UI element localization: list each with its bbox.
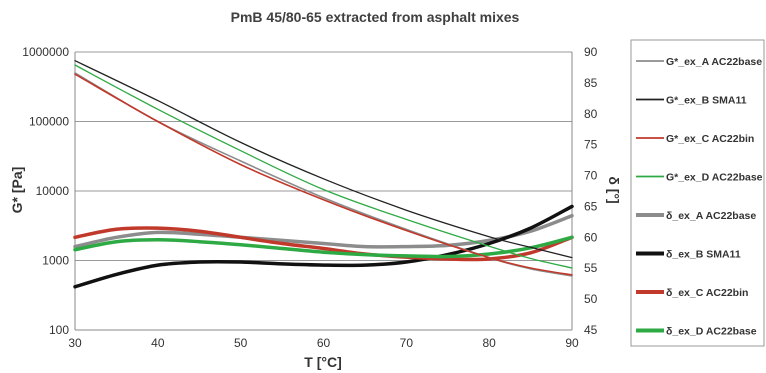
x-tick-label: 60 — [317, 336, 331, 350]
axes — [74, 52, 573, 331]
legend-label-8: δ_ex_D AC22base — [666, 326, 757, 338]
legend-label-7: δ_ex_C AC22bin — [666, 287, 748, 299]
legend-box — [630, 39, 765, 347]
chart-title: PmB 45/80-65 extracted from asphalt mixe… — [231, 9, 520, 25]
y-tick-label: 100000 — [29, 115, 69, 129]
y2-tick-label: 55 — [584, 261, 598, 275]
legend-label-6: δ_ex_B SMA11 — [666, 249, 741, 261]
legend-label-3: G*_ex_C AC22bin — [666, 133, 754, 145]
y2-tick-label: 60 — [584, 230, 598, 244]
series-line-6 — [73, 204, 574, 289]
x-tick-label: 40 — [151, 336, 165, 350]
y2-tick-label: 50 — [584, 292, 598, 306]
x-tick-label: 90 — [565, 336, 579, 350]
y-tick-labels: 100 1000 10000 100000 1000000 — [22, 45, 69, 337]
series-line-7 — [73, 226, 574, 262]
legend-label-4: G*_ex_D AC22base — [666, 172, 763, 184]
y2-axis-label: δ [°] — [606, 176, 622, 203]
legend-label-1: G*_ex_A AC22base — [666, 56, 762, 68]
legend-label-5: δ_ex_A AC22base — [666, 210, 756, 222]
series-lines — [73, 60, 574, 289]
y-tick-label: 1000 — [42, 254, 69, 268]
y-tick-label: 1000000 — [22, 45, 69, 59]
y2-tick-label: 75 — [584, 138, 598, 152]
series-line-3 — [74, 73, 573, 276]
series-line-5 — [73, 213, 574, 249]
legend-label-2: G*_ex_B SMA11 — [666, 95, 747, 107]
y-axis-label: G* [Pa] — [9, 167, 25, 214]
y-tick-label: 10000 — [36, 184, 70, 198]
x-tick-label: 50 — [234, 336, 248, 350]
y2-tick-label: 65 — [584, 199, 598, 213]
y2-tick-label: 80 — [584, 107, 598, 121]
x-tick-label: 80 — [482, 336, 496, 350]
series-line-4 — [74, 64, 573, 269]
x-tick-label: 70 — [400, 336, 414, 350]
y2-tick-label: 70 — [584, 169, 598, 183]
y2-tick-label: 90 — [584, 45, 598, 59]
x-tick-label: 30 — [68, 336, 82, 350]
legend: G*_ex_A AC22base G*_ex_B SMA11 G*_ex_C AC2… — [636, 56, 763, 338]
x-axis-label: T [°C] — [304, 354, 341, 370]
series-line-8 — [73, 235, 574, 259]
series-line-1 — [74, 72, 573, 277]
y2-tick-label: 85 — [584, 76, 598, 90]
y2-tick-label: 45 — [584, 323, 598, 337]
series-line-2 — [74, 60, 573, 259]
y-tick-label: 100 — [49, 323, 69, 337]
x-tick-labels: 30 40 50 60 70 80 90 — [68, 336, 579, 350]
y2-tick-labels: 45 50 55 60 65 70 75 80 85 90 — [584, 45, 598, 337]
